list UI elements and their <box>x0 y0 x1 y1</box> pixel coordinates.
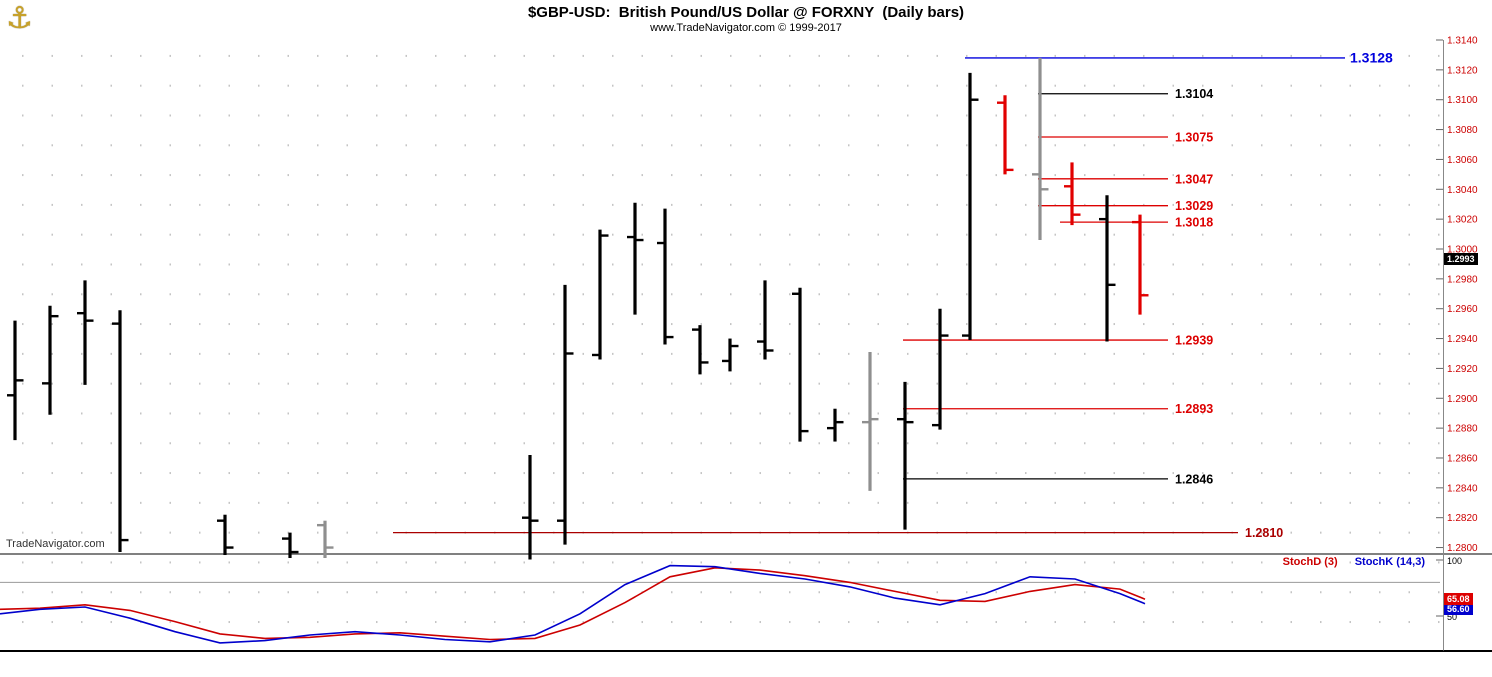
price-axis-tick-label: 1.3040 <box>1447 185 1478 196</box>
stoch-axis-tick-label: 50 <box>1447 612 1457 622</box>
stochastic-legend: StochD (3) StochK (14,3) <box>1269 556 1425 568</box>
price-axis-tick-label: 1.3020 <box>1447 215 1478 226</box>
price-axis-tick-label: 1.3000 <box>1447 244 1478 255</box>
price-axis-tick-label: 1.2980 <box>1447 274 1478 285</box>
price-level-label: 1.3075 <box>1175 131 1213 145</box>
chart-subtitle: www.TradeNavigator.com © 1999-2017 <box>650 22 842 34</box>
price-axis-tick-label: 1.2940 <box>1447 334 1478 345</box>
stochd-value-badge: 65.08 <box>1444 593 1473 606</box>
price-axis-tick-label: 1.2880 <box>1447 424 1478 435</box>
watermark-text: TradeNavigator.com <box>6 538 105 550</box>
price-axis-tick-label: 1.3080 <box>1447 125 1478 136</box>
price-axis-tick-label: 1.3100 <box>1447 95 1478 106</box>
grid-dots-background <box>0 40 1440 650</box>
chart-header: $GBP-USD: British Pound/US Dollar @ FORX… <box>0 0 1492 34</box>
chart-title: $GBP-USD: British Pound/US Dollar @ FORX… <box>527 4 965 21</box>
price-axis-tick-label: 1.2960 <box>1447 304 1478 315</box>
price-axis-tick-label: 1.2800 <box>1447 543 1478 554</box>
price-axis-tick-label: 1.3140 <box>1447 36 1478 47</box>
price-axis-tick-label: 1.2820 <box>1447 513 1478 524</box>
price-axis-tick-label: 1.2840 <box>1447 483 1478 494</box>
price-level-label: 1.2846 <box>1175 472 1213 486</box>
last-price-badge: 1.2993 <box>1444 253 1478 266</box>
price-axis-tick-label: 1.2900 <box>1447 394 1478 405</box>
price-level-label: 1.3018 <box>1175 216 1213 230</box>
anchor-logo-icon[interactable]: ⚓ <box>6 2 33 35</box>
stoch-axis-tick-label: 100 <box>1447 556 1462 566</box>
stochd-line[interactable] <box>0 566 1146 641</box>
price-level-label: 1.3047 <box>1175 172 1213 186</box>
price-level-label: 1.3029 <box>1175 199 1213 213</box>
price-axis-tick-label: 1.3120 <box>1447 65 1478 76</box>
time-axis[interactable]: Jul-17 Aug-17 <box>0 651 1492 677</box>
stochk-line[interactable] <box>0 564 1146 644</box>
price-axis-tick-label: 1.2920 <box>1447 364 1478 375</box>
price-level-label: 1.2939 <box>1175 334 1213 348</box>
legend-stochd-label[interactable]: StochD (3) <box>1282 556 1338 568</box>
price-level-label: 1.3128 <box>1350 49 1393 65</box>
price-axis-tick-label: 1.3060 <box>1447 155 1478 166</box>
price-level-label: 1.2893 <box>1175 402 1213 416</box>
price-axis-tick-label: 1.2860 <box>1447 453 1478 464</box>
legend-stochk-label[interactable]: StochK (14,3) <box>1354 556 1425 568</box>
price-level-label: 1.3104 <box>1175 87 1213 101</box>
price-level-label: 1.2810 <box>1245 526 1283 540</box>
stochk-value-badge: 56.60 <box>1444 602 1473 615</box>
